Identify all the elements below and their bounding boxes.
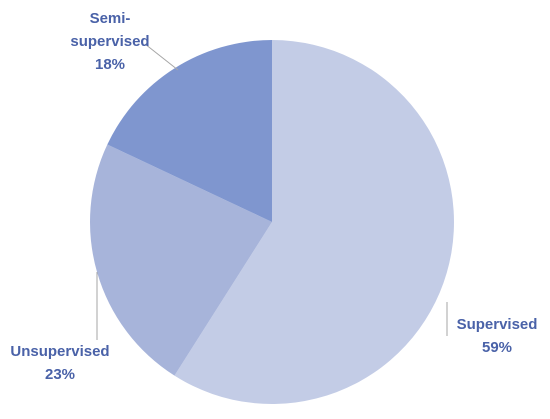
slices <box>89 40 454 404</box>
slice-label: Unsupervised 23% <box>8 340 112 386</box>
pie-slice <box>174 40 454 404</box>
slice-label: Semi-supervised 18% <box>62 7 158 76</box>
category-label: Unsupervised <box>10 343 110 360</box>
pie-slice <box>89 144 273 376</box>
category-label: Supervised <box>456 316 538 333</box>
category-label: Semi-supervised <box>70 10 150 50</box>
value-label: 23% <box>44 366 76 383</box>
value-label: 59% <box>481 339 513 356</box>
value-label: 18% <box>94 56 126 73</box>
pie-slice <box>107 40 273 222</box>
leader-line <box>144 43 179 71</box>
slice-label: Supervised 59% <box>449 313 545 359</box>
